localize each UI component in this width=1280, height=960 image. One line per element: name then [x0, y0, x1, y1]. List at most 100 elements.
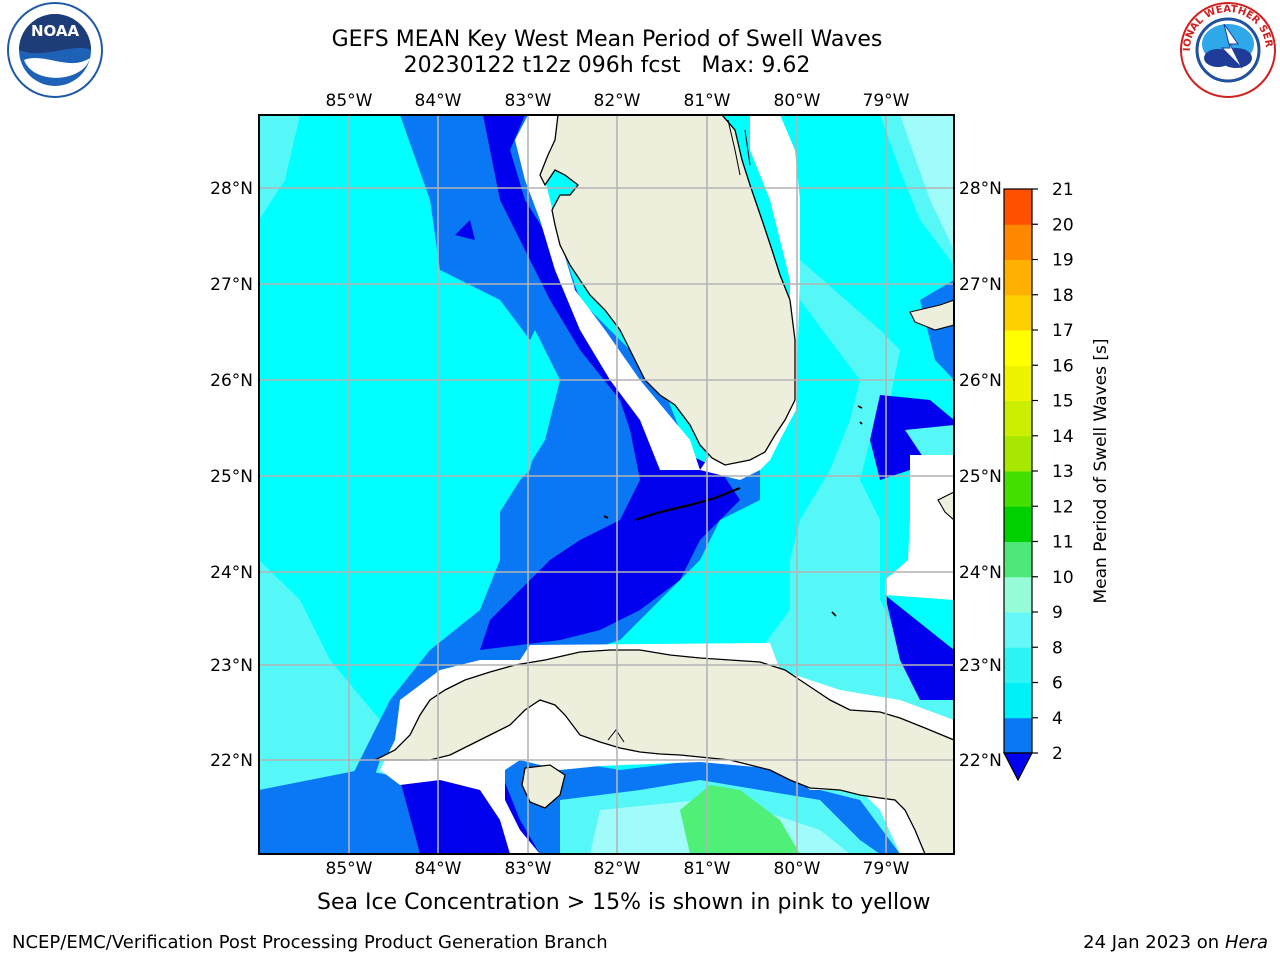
field-lightcyan-nw — [259, 115, 300, 220]
lon-label: 82°W — [594, 91, 641, 111]
small-islands — [831, 405, 863, 617]
colorbar-block — [1004, 717, 1032, 754]
colorbar-block — [1004, 294, 1032, 331]
lon-label: 80°W — [774, 859, 821, 879]
lat-label: 24°N — [959, 563, 1002, 583]
lon-label: 81°W — [684, 91, 731, 111]
lon-label: 83°W — [505, 91, 552, 111]
map-frame — [258, 114, 955, 855]
lon-labels-top: 85°W 84°W 83°W 82°W 81°W 80°W 79°W — [326, 91, 910, 111]
colorbar-tick-label: 21 — [1052, 180, 1074, 200]
colorbar-tick-label: 19 — [1052, 251, 1074, 271]
colorbar-blocks — [1004, 189, 1032, 754]
colorbar-block — [1004, 330, 1032, 366]
lat-label: 26°N — [959, 371, 1002, 391]
lat-label: 25°N — [210, 467, 253, 487]
colorbar-tick-label: 15 — [1052, 392, 1074, 412]
colorbar-block — [1004, 259, 1032, 296]
colorbar-tick-label: 18 — [1052, 286, 1074, 306]
lon-labels-bottom: 85°W 84°W 83°W 82°W 81°W 80°W 79°W — [326, 859, 910, 879]
lon-label: 82°W — [594, 859, 641, 879]
lon-label: 79°W — [863, 859, 910, 879]
lon-label: 85°W — [326, 859, 373, 879]
footer-host: Hera — [1224, 932, 1268, 953]
colorbar-tick-label: 20 — [1052, 215, 1074, 235]
colorbar-tick-label: 6 — [1052, 674, 1063, 694]
lat-label: 28°N — [959, 179, 1002, 199]
key-fragment — [603, 515, 609, 519]
colorbar-block — [1004, 224, 1032, 260]
lon-label: 84°W — [415, 859, 462, 879]
colorbar-tick-label: 17 — [1052, 321, 1074, 341]
field-cyan-bahamas — [905, 425, 954, 460]
colorbar-label: Mean Period of Swell Waves [s] — [1091, 339, 1111, 604]
colorbar-block — [1004, 471, 1032, 507]
colorbar-block — [1004, 400, 1032, 437]
lat-label: 24°N — [210, 563, 253, 583]
field-darkblue-east — [885, 595, 954, 700]
lat-label: 27°N — [210, 275, 253, 295]
lon-label: 85°W — [326, 91, 373, 111]
field-mask-florida-west — [515, 115, 700, 470]
noaa-logo-text: NOAA — [31, 22, 80, 40]
colorbar-ticks: 2 4 6 8 9 10 11 12 13 14 15 16 17 18 19 20 21 — [1032, 180, 1074, 764]
lon-label: 80°W — [774, 91, 821, 111]
footer-producer: NCEP/EMC/Verification Post Processing Pr… — [12, 932, 608, 953]
field-mask-bahamas — [885, 455, 954, 600]
lat-label: 23°N — [210, 656, 253, 676]
andros-fragment — [937, 491, 954, 521]
isla-juventud — [521, 764, 566, 809]
lat-label: 22°N — [210, 751, 253, 771]
colorbar-tick-label: 10 — [1052, 568, 1074, 588]
colorbar-tick-label: 8 — [1052, 638, 1063, 658]
lat-label: 28°N — [210, 179, 253, 199]
gridlines — [259, 115, 954, 854]
colorbar: 2 4 6 8 9 10 11 12 13 14 15 16 17 18 19 20 21 Mean Perio… — [1003, 180, 1111, 782]
lat-labels-left: 28°N 27°N 26°N 25°N 24°N 23°N 22°N — [210, 179, 253, 771]
footer-date: 24 Jan 2023 on Hera — [1083, 932, 1268, 953]
field-cyan-shelf-mid — [410, 330, 560, 620]
colorbar-block — [1004, 612, 1032, 648]
colorbar-block — [1004, 682, 1032, 719]
noaa-logo: NOAA — [7, 2, 103, 98]
lat-label: 23°N — [959, 656, 1002, 676]
footer-date-text: 24 Jan 2023 on — [1083, 932, 1225, 953]
lon-label: 81°W — [684, 859, 731, 879]
lat-label: 27°N — [959, 275, 1002, 295]
field-darkblue-core — [480, 115, 740, 650]
lon-label: 79°W — [863, 91, 910, 111]
colorbar-tick-label: 13 — [1052, 462, 1074, 482]
national-weather-service-logo: NATIONAL WEATHER SERVICE — [1178, 0, 1276, 98]
lon-label: 83°W — [505, 859, 552, 879]
colorbar-block — [1004, 435, 1032, 472]
map-title: GEFS MEAN Key West Mean Period of Swell … — [331, 27, 883, 52]
colorbar-under-arrow — [1003, 752, 1033, 782]
colorbar-block — [1004, 541, 1032, 578]
field-darkblue-spot — [455, 220, 475, 240]
cuba-landmass — [374, 649, 954, 854]
colorbar-tick-label: 16 — [1052, 356, 1074, 376]
lat-label: 25°N — [959, 467, 1002, 487]
colorbar-tick-label: 12 — [1052, 497, 1074, 517]
colorbar-block — [1004, 506, 1032, 542]
grand-bahama — [909, 299, 954, 331]
lat-label: 22°N — [959, 751, 1002, 771]
colorbar-tick-label: 9 — [1052, 603, 1063, 623]
sea-ice-note: Sea Ice Concentration > 15% is shown in … — [317, 890, 931, 915]
florida-landmass — [539, 115, 796, 466]
lat-labels-right: 28°N 27°N 26°N 25°N 24°N 23°N 22°N — [959, 179, 1002, 771]
field-mask-florida-east — [700, 115, 800, 480]
colorbar-block — [1004, 576, 1032, 613]
field-palecyan-ne — [900, 115, 954, 250]
florida-coast-detail — [727, 119, 751, 176]
land — [374, 115, 954, 854]
cuba-coast-detail — [607, 729, 625, 743]
lat-label: 26°N — [210, 371, 253, 391]
field-green-south — [680, 785, 800, 854]
colorbar-tick-label: 11 — [1052, 533, 1074, 553]
lon-label: 84°W — [415, 91, 462, 111]
colorbar-block — [1004, 365, 1032, 401]
map-subtitle: 20230122 t12z 096h fcst Max: 9.62 — [403, 53, 811, 78]
colorbar-tick-label: 4 — [1052, 709, 1063, 729]
